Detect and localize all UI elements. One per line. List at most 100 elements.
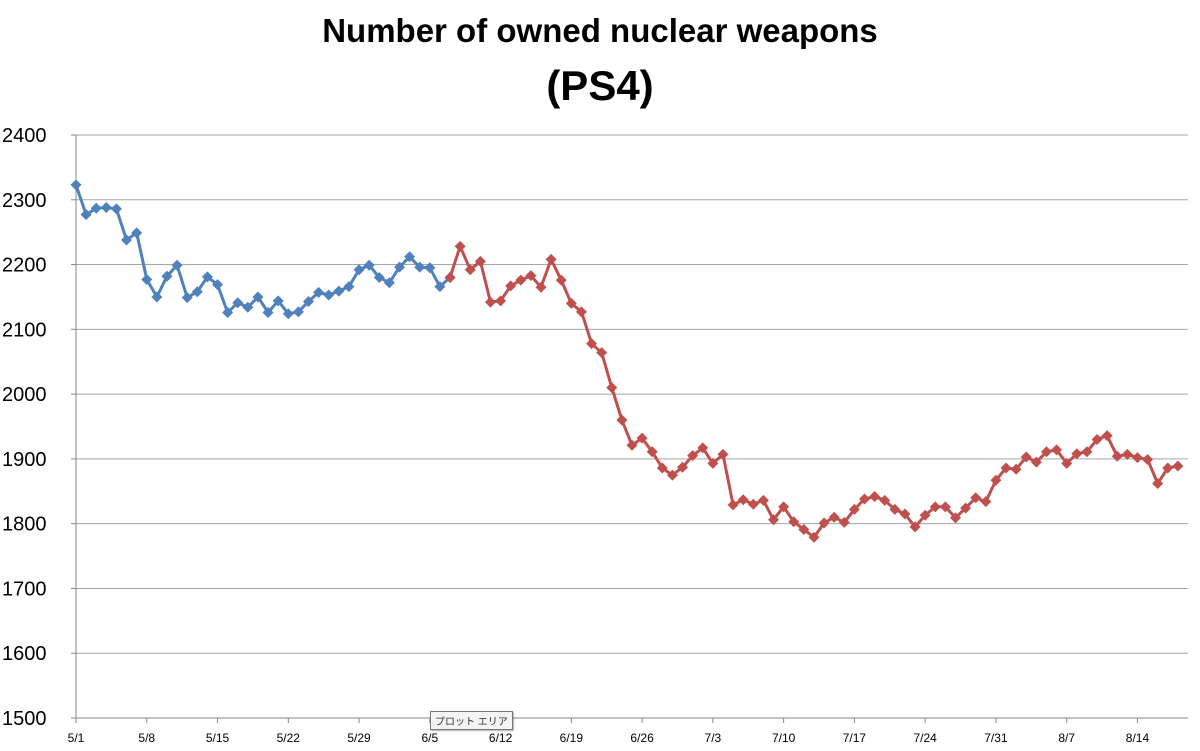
- data-point: [292, 306, 304, 318]
- x-tick-label: 7/17: [843, 731, 867, 745]
- data-point: [899, 508, 911, 520]
- data-point: [666, 469, 678, 481]
- series-line-2: [448, 244, 1179, 539]
- x-tick-label: 7/10: [772, 731, 796, 745]
- data-point: [545, 253, 557, 265]
- data-point: [393, 261, 405, 273]
- data-point: [525, 270, 537, 282]
- data-point: [960, 502, 972, 514]
- data-point: [272, 295, 284, 307]
- data-point: [454, 240, 466, 252]
- x-tick-label: 5/22: [277, 731, 301, 745]
- data-point: [1152, 478, 1164, 490]
- data-point: [949, 512, 961, 524]
- data-point: [1020, 451, 1032, 463]
- data-point: [181, 292, 193, 304]
- x-tick-label: 5/29: [347, 731, 371, 745]
- data-point: [383, 277, 395, 289]
- data-point: [131, 227, 143, 239]
- x-tick-label: 7/24: [913, 731, 937, 745]
- x-tick-label: 7/3: [705, 731, 722, 745]
- data-point: [1051, 444, 1063, 456]
- data-point: [282, 308, 294, 320]
- data-point: [262, 306, 274, 318]
- data-point: [687, 450, 699, 462]
- y-tick-label: 1500: [2, 708, 47, 730]
- data-point: [434, 281, 446, 293]
- data-point: [323, 289, 335, 301]
- plot-area-tooltip: プロット エリア: [430, 711, 513, 730]
- data-point: [707, 457, 719, 469]
- data-point: [313, 286, 325, 298]
- data-point: [990, 474, 1002, 486]
- data-point: [110, 203, 122, 215]
- data-point: [555, 274, 567, 286]
- data-point: [768, 514, 780, 526]
- data-point: [1081, 446, 1093, 458]
- data-point: [677, 461, 689, 473]
- data-point: [424, 262, 436, 274]
- data-point: [859, 493, 871, 505]
- data-point: [879, 494, 891, 506]
- data-point: [980, 496, 992, 508]
- data-point: [161, 270, 173, 282]
- data-point: [808, 531, 820, 543]
- data-point: [778, 501, 790, 513]
- data-point: [1111, 450, 1123, 462]
- data-point: [495, 295, 507, 307]
- y-tick-label: 2000: [2, 384, 47, 406]
- data-point: [757, 494, 769, 506]
- data-point: [353, 264, 365, 276]
- data-point: [363, 259, 375, 271]
- data-point: [515, 274, 527, 286]
- data-point: [1142, 454, 1154, 466]
- x-tick-label: 6/5: [421, 731, 438, 745]
- data-point: [535, 281, 547, 293]
- data-point: [737, 494, 749, 506]
- x-tick-label: 5/8: [138, 731, 155, 745]
- data-point: [848, 503, 860, 515]
- data-point: [171, 259, 183, 271]
- data-point: [464, 264, 476, 276]
- x-tick-label: 5/15: [206, 731, 230, 745]
- data-point: [869, 490, 881, 502]
- data-point: [1131, 452, 1143, 464]
- data-point: [1121, 448, 1133, 460]
- data-point: [191, 286, 203, 298]
- data-point: [1010, 463, 1022, 475]
- y-tick-label: 2100: [2, 319, 47, 341]
- y-tick-label: 1800: [2, 514, 47, 536]
- data-point: [80, 209, 92, 221]
- x-tick-label: 6/26: [630, 731, 654, 745]
- x-tick-label: 8/14: [1126, 731, 1150, 745]
- data-point: [232, 297, 244, 309]
- series-line-1: [74, 184, 452, 316]
- data-point: [151, 291, 163, 303]
- data-point: [373, 272, 385, 284]
- x-tick-label: 6/19: [560, 731, 584, 745]
- data-point: [70, 179, 82, 191]
- data-point: [697, 442, 709, 454]
- data-point: [1030, 456, 1042, 468]
- data-point: [596, 347, 608, 359]
- data-point: [646, 446, 658, 458]
- data-point: [970, 492, 982, 504]
- data-point: [909, 521, 921, 533]
- data-point: [1071, 448, 1083, 460]
- data-point: [90, 202, 102, 214]
- y-tick-label: 1600: [2, 643, 47, 665]
- x-tick-label: 5/1: [68, 731, 85, 745]
- data-point: [1172, 460, 1184, 472]
- data-point: [919, 509, 931, 521]
- data-point: [343, 281, 355, 293]
- data-point: [201, 271, 213, 283]
- chart-title: Number of owned nuclear weapons: [322, 12, 878, 49]
- data-point: [1040, 446, 1052, 458]
- data-point: [1091, 433, 1103, 445]
- data-point: [565, 297, 577, 309]
- data-point: [838, 516, 850, 528]
- y-tick-label: 1700: [2, 578, 47, 600]
- data-point: [1101, 430, 1113, 442]
- data-point: [717, 448, 729, 460]
